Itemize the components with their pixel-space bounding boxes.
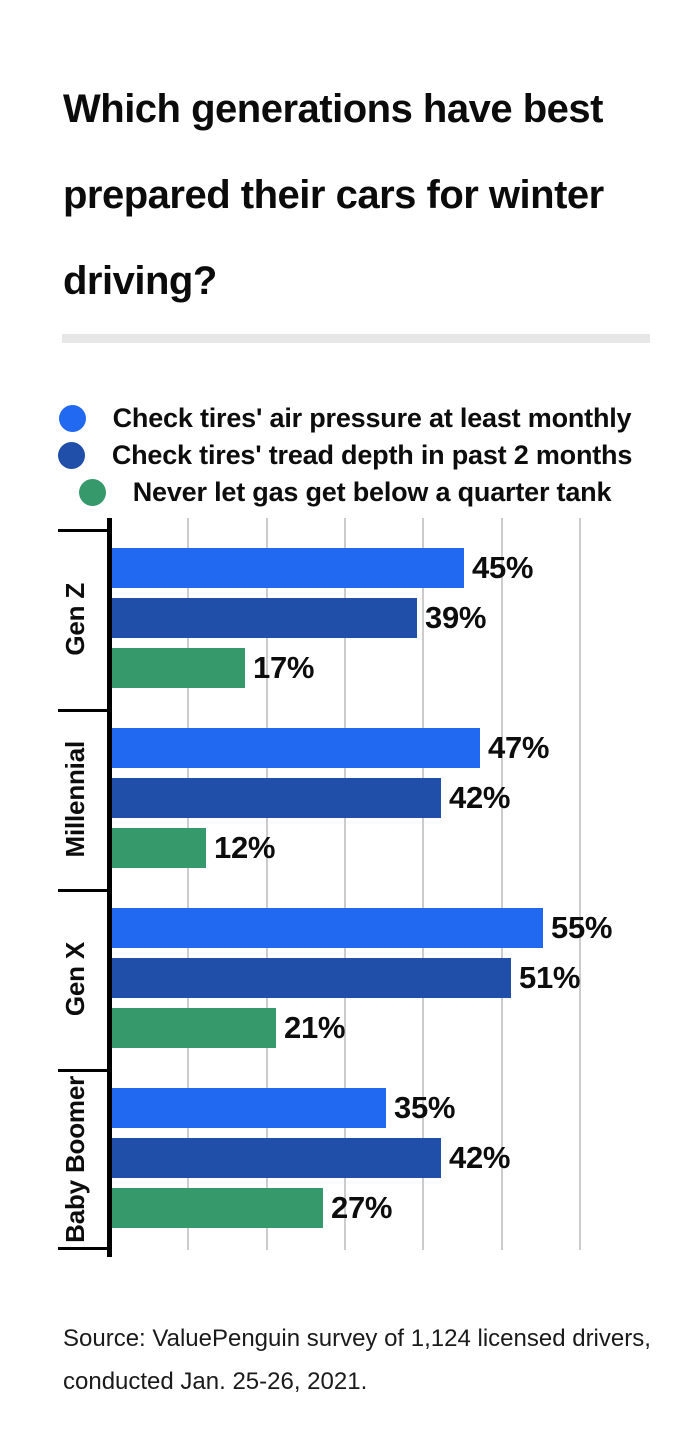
bar-value-label: 42%	[449, 780, 511, 815]
category-label-box: Gen X	[50, 891, 100, 1067]
y-axis-line	[107, 518, 112, 1257]
chart-legend: Check tires' air pressure at least month…	[40, 400, 650, 511]
bar-value-label: 39%	[425, 600, 487, 635]
page-title: Which generations have best prepared the…	[63, 66, 623, 324]
category-label-box: Gen Z	[50, 531, 100, 707]
category-label-box: Millennial	[50, 711, 100, 887]
legend-swatch-icon	[78, 479, 106, 506]
bar	[112, 778, 441, 818]
legend-label: Check tires' tread depth in past 2 month…	[111, 440, 633, 470]
bar-value-label: 55%	[551, 910, 613, 945]
bar	[112, 598, 417, 638]
legend-label: Never let gas get below a quarter tank	[132, 477, 612, 507]
page-title-line: driving?	[63, 259, 217, 303]
legend-item: Check tires' tread depth in past 2 month…	[57, 437, 633, 474]
group-tick	[58, 709, 112, 712]
category-label-box: Baby Boomer	[50, 1071, 100, 1247]
page-title-line: prepared their cars for winter	[63, 173, 604, 217]
bar	[112, 958, 511, 998]
bar	[112, 1008, 276, 1048]
legend-item: Never let gas get below a quarter tank	[78, 474, 612, 511]
group-tick	[58, 1247, 112, 1250]
gridline	[578, 518, 581, 1250]
category-label: Gen X	[59, 941, 90, 1017]
legend-item: Check tires' air pressure at least month…	[58, 400, 632, 437]
gridline	[500, 518, 503, 1250]
bar-value-label: 51%	[519, 960, 581, 995]
group-tick	[58, 889, 112, 892]
legend-swatch-icon	[57, 442, 85, 469]
gridline	[265, 518, 268, 1250]
page-title-line: Which generations have best	[63, 87, 603, 131]
legend-swatch-icon	[58, 405, 86, 432]
bar	[112, 1188, 323, 1228]
bar-value-label: 35%	[394, 1090, 456, 1125]
category-label: Baby Boomer	[59, 1075, 90, 1243]
bar	[112, 648, 245, 688]
source-note: Source: ValuePenguin survey of 1,124 lic…	[63, 1317, 651, 1403]
bar	[112, 908, 543, 948]
bar	[112, 828, 206, 868]
gridline	[422, 518, 425, 1250]
bar	[112, 1088, 386, 1128]
category-label: Gen Z	[59, 582, 90, 656]
category-label: Millennial	[59, 740, 90, 858]
bar	[112, 548, 464, 588]
source-line: Source: ValuePenguin survey of 1,124 lic…	[63, 1325, 651, 1352]
bar	[112, 728, 480, 768]
bar-value-label: 27%	[331, 1190, 393, 1225]
gridline	[187, 518, 190, 1250]
bar-value-label: 47%	[488, 730, 550, 765]
bar-value-label: 17%	[253, 650, 315, 685]
divider	[62, 334, 650, 343]
source-line: conducted Jan. 25-26, 2021.	[63, 1368, 368, 1395]
group-tick	[58, 1069, 112, 1072]
bar-value-label: 42%	[449, 1140, 511, 1175]
bar-value-label: 12%	[214, 830, 276, 865]
legend-label: Check tires' air pressure at least month…	[112, 403, 632, 433]
group-tick	[58, 529, 112, 532]
bar	[112, 1138, 441, 1178]
bar-value-label: 45%	[472, 550, 534, 585]
gridline	[343, 518, 346, 1250]
bar-value-label: 21%	[284, 1010, 346, 1045]
